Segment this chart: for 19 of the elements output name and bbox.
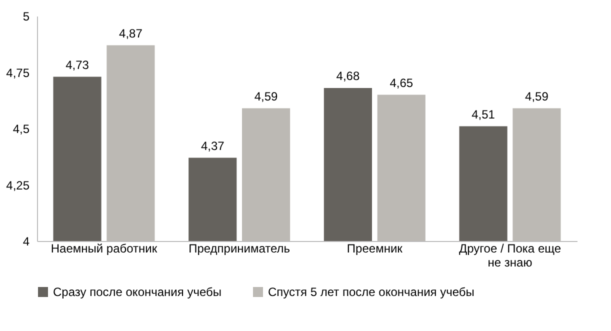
y-tick-label: 4,5 — [12, 122, 30, 136]
y-tick-label: 4,75 — [6, 66, 30, 80]
x-tick-label: Другое / Пока еще не знаю — [458, 242, 562, 270]
y-tick-label: 4,25 — [6, 178, 30, 192]
data-label: 4,65 — [390, 76, 414, 90]
data-label: 4,59 — [525, 89, 549, 104]
data-label: 4,87 — [119, 26, 143, 40]
y-tick-label: 5 — [22, 10, 30, 24]
data-label: 4,51 — [472, 107, 496, 122]
y-tick-label: 4 — [22, 234, 30, 248]
legend-label: Сразу после окончания учебы — [53, 285, 222, 299]
legend-label: Спустя 5 лет после окончания учебы — [268, 285, 474, 299]
data-label: 4,37 — [200, 138, 225, 153]
data-label: 4,68 — [336, 69, 360, 83]
data-label: 4,73 — [66, 58, 90, 72]
x-tick-label: Предприниматель — [188, 242, 290, 256]
x-tick-label: Преемник — [346, 242, 404, 256]
x-tick-label: Наемный работник — [50, 242, 158, 256]
data-label: 4,59 — [254, 89, 278, 104]
